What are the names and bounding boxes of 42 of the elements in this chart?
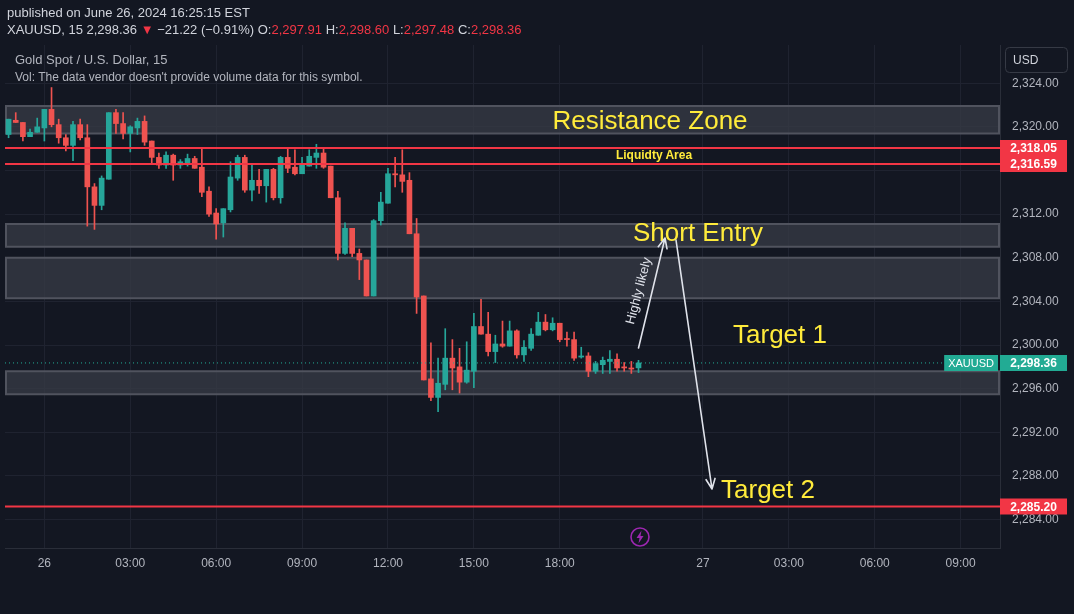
candlestick — [392, 157, 398, 188]
annotation: Target 2 — [721, 474, 815, 505]
candlestick — [478, 298, 484, 335]
candlestick — [256, 169, 262, 194]
x-tick-label: 12:00 — [372, 555, 404, 570]
annotation: Highly likely — [622, 255, 655, 326]
x-tick-label: 27 — [696, 555, 710, 570]
y-tick-label: 2,304.00 — [1012, 293, 1060, 308]
text: O:2,297.91 H:2,298.60 L:2,297.48 C:2,298.36 — [257, 22, 522, 37]
x-tick-label: 03:00 — [115, 555, 146, 570]
ref-line-label: 2,318.05 — [1010, 141, 1058, 156]
chart-subtitle: XAUUSD, 15 2,298.36 ▼ −21.22 (−0.91%) — [7, 22, 255, 37]
y-tick-label: 2,292.00 — [1012, 424, 1060, 439]
x-tick-label: 03:00 — [773, 555, 805, 570]
y-tick-label: 2,324.00 — [1012, 75, 1060, 90]
candlestick — [399, 149, 406, 193]
y-tick-label: 2,284.00 — [1012, 511, 1060, 526]
x-tick-label: 09:00 — [287, 555, 318, 570]
x-tick-label: 15:00 — [458, 555, 490, 570]
y-tick-label: 2,308.00 — [1012, 250, 1060, 265]
x-tick-label: 26 — [37, 555, 52, 570]
text: Gold Spot / U.S. Dollar, 15 — [15, 52, 168, 68]
annotation: Target 1 — [733, 319, 827, 350]
y-axis-title: USD — [1013, 53, 1039, 68]
y-tick-label: 2,320.00 — [1012, 119, 1060, 134]
text: published on June 26, 2024 16:25:15 EST — [7, 5, 250, 21]
ref-line-label: 2,298.36 — [1010, 356, 1058, 371]
annotation: Liquidty Area — [615, 148, 693, 163]
annotation: XAUUSD — [948, 356, 995, 369]
y-tick-label: 2,300.00 — [1012, 337, 1060, 352]
annotation: Short Entry — [632, 217, 764, 248]
annotation: Resistance Zone — [552, 105, 748, 136]
x-tick-label: 06:00 — [201, 555, 232, 570]
y-tick-label: 2,288.00 — [1012, 468, 1060, 483]
ref-line-label: 2,285.20 — [1010, 499, 1058, 514]
ref-line-label: 2,316.59 — [1010, 157, 1058, 172]
x-tick-label: 09:00 — [945, 555, 976, 570]
x-tick-label: 06:00 — [859, 555, 891, 570]
x-tick-label: 18:00 — [544, 555, 576, 570]
y-tick-label: 2,312.00 — [1012, 206, 1060, 221]
annotation: Vol: The data vendor doesn't provide volume data for this symbol. — [15, 69, 363, 85]
y-tick-label: 2,296.00 — [1012, 381, 1060, 396]
